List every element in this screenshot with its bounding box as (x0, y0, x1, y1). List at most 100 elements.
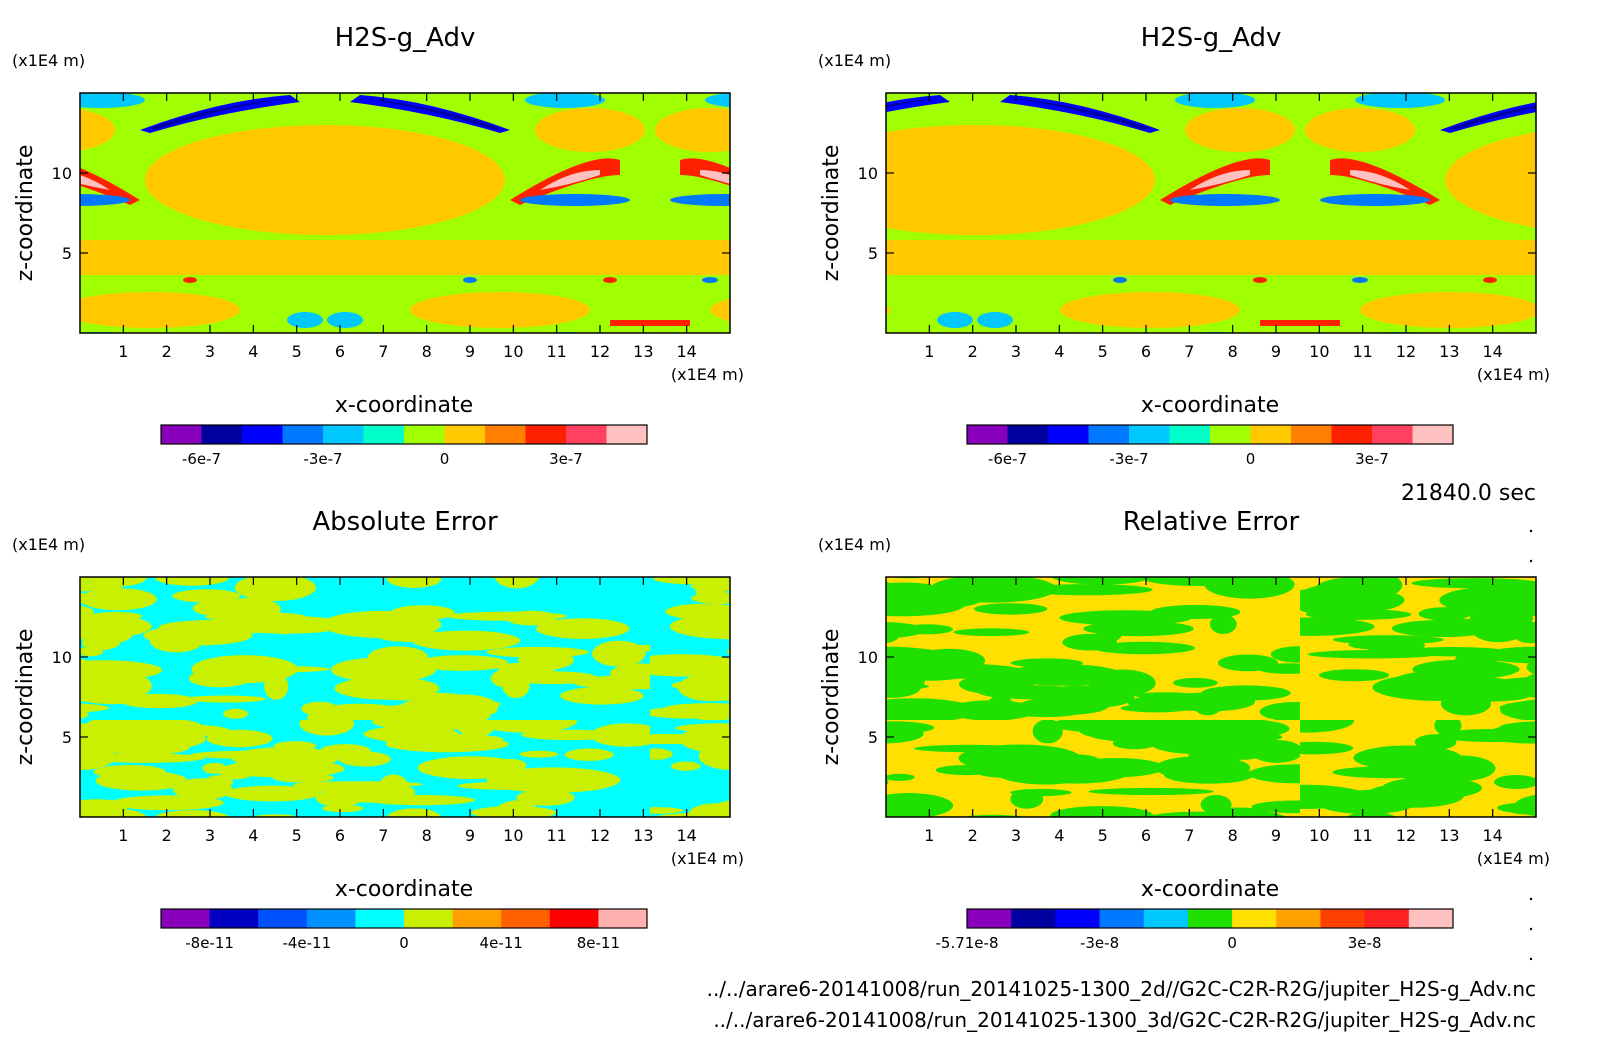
x-tick-label: 2 (968, 342, 978, 361)
x-tick-label: 4 (248, 826, 258, 845)
colorbar-swatch (606, 425, 648, 444)
time-label: 21840.0 sec (1401, 481, 1536, 506)
x-tick-label: 6 (1141, 342, 1151, 361)
x-tick-label: 6 (335, 826, 345, 845)
colorbar-swatch (1250, 425, 1292, 444)
colorbar-swatch (967, 425, 1008, 444)
x-tick-label: 6 (1141, 826, 1151, 845)
colorbar-swatch (1412, 425, 1454, 444)
colorbar-tick-label: 3e-7 (549, 450, 583, 468)
x-tick-label: 7 (1184, 342, 1194, 361)
colorbar-swatch (1320, 909, 1366, 928)
colorbar-tick-label: 8e-11 (577, 934, 620, 952)
x-axis-label: x-coordinate (335, 393, 473, 418)
colorbar-swatch (1364, 909, 1410, 928)
x-axis-label: x-coordinate (1141, 877, 1279, 902)
x-tick-label: 10 (503, 826, 523, 845)
colorbar-swatch (1099, 909, 1145, 928)
colorbar-swatch (161, 909, 211, 928)
colorbar-tick-label: 0 (440, 450, 450, 468)
colorbar-swatch (201, 425, 243, 444)
colorbar-swatch (549, 909, 599, 928)
heatmap-field (886, 93, 1536, 333)
x-tick-label: 2 (968, 826, 978, 845)
plot-frame (885, 576, 1537, 818)
panel-3: Absolute Error(x1E4 m)1 2 3 4 5 6 7 8 9 10 11 12 13 1… (12, 507, 744, 952)
colorbar-swatch (1291, 425, 1332, 444)
panel-title: H2S-g_Adv (1141, 23, 1282, 53)
x-tick-label: 10 (503, 342, 523, 361)
y-axis-label: z-coordinate (819, 145, 844, 282)
colorbar-swatch (161, 425, 202, 444)
colorbar-swatch (404, 909, 454, 928)
x-tick-label: 8 (422, 826, 432, 845)
colorbar-tick-label: -3e-8 (1080, 934, 1119, 952)
panel-title: Relative Error (1123, 507, 1300, 537)
x-tick-label: 3 (1011, 826, 1021, 845)
colorbar-swatch (452, 909, 502, 928)
colorbar-swatch (404, 425, 445, 444)
colorbar-swatch (1187, 909, 1233, 928)
colorbar-frame (966, 424, 1454, 445)
panel-title: H2S-g_Adv (335, 23, 476, 53)
colorbar-frame (966, 908, 1454, 929)
x-tick-label: 1 (118, 342, 128, 361)
x-tick-label: 11 (546, 342, 566, 361)
x-tick-label: 13 (1439, 342, 1459, 361)
x-tick-label: 3 (205, 826, 215, 845)
heatmap-field (886, 577, 1536, 817)
x-tick-label: 9 (465, 826, 475, 845)
x-tick-label: 5 (292, 342, 302, 361)
y-tick-label: 10 (52, 648, 72, 667)
colorbar-tick-label: 0 (1227, 934, 1237, 952)
colorbar-swatch (501, 909, 551, 928)
colorbar-tick-label: -4e-11 (282, 934, 331, 952)
colorbar-swatch (1408, 909, 1454, 928)
x-axis-label: x-coordinate (335, 877, 473, 902)
x-tick-label: 5 (1098, 826, 1108, 845)
x-axis-label: x-coordinate (1141, 393, 1279, 418)
y-tick-label: 5 (868, 728, 878, 747)
colorbar-swatch (306, 909, 356, 928)
file-path-3d: ../../arare6-20141008/run_20141025-1300_… (713, 1008, 1536, 1032)
colorbar-tick-label: 0 (399, 934, 409, 952)
y-unit-label: (x1E4 m) (12, 535, 85, 554)
x-tick-label: 11 (1352, 826, 1372, 845)
colorbar-swatch (1007, 425, 1049, 444)
x-tick-label: 4 (1054, 342, 1064, 361)
y-unit-label: (x1E4 m) (818, 51, 891, 70)
x-tick-label: 12 (1396, 826, 1416, 845)
colorbar-swatch (1129, 425, 1170, 444)
colorbar-swatch (1143, 909, 1189, 928)
y-tick-label: 10 (858, 648, 878, 667)
colorbar-tick-label: -6e-7 (988, 450, 1027, 468)
x-tick-label: 7 (378, 342, 388, 361)
colorbar-swatch (1055, 909, 1101, 928)
x-tick-label: 2 (162, 342, 172, 361)
x-tick-label: 3 (1011, 342, 1021, 361)
plot-frame (885, 92, 1537, 334)
colorbar-tick-label: 0 (1246, 450, 1256, 468)
x-tick-label: 8 (1228, 826, 1238, 845)
x-tick-label: 4 (1054, 826, 1064, 845)
colorbar-swatch (444, 425, 486, 444)
x-tick-label: 11 (546, 826, 566, 845)
x-tick-label: 7 (378, 826, 388, 845)
y-tick-label: 5 (62, 244, 72, 263)
colorbar-swatch (485, 425, 526, 444)
x-tick-label: 8 (1228, 342, 1238, 361)
x-tick-label: 6 (335, 342, 345, 361)
x-tick-label: 2 (162, 826, 172, 845)
colorbar-swatch (1372, 425, 1413, 444)
y-unit-label: (x1E4 m) (12, 51, 85, 70)
y-tick-label: 5 (62, 728, 72, 747)
colorbar-swatch (1088, 425, 1130, 444)
colorbar-swatch (967, 909, 1012, 928)
file-path-2d: ../../arare6-20141008/run_20141025-1300_… (707, 977, 1536, 1001)
y-axis-label: z-coordinate (13, 629, 38, 766)
x-tick-label: 1 (118, 826, 128, 845)
colorbar-swatch (566, 425, 607, 444)
colorbar-swatch (363, 425, 405, 444)
panel-title: Absolute Error (312, 507, 498, 537)
x-tick-label: 14 (676, 342, 696, 361)
